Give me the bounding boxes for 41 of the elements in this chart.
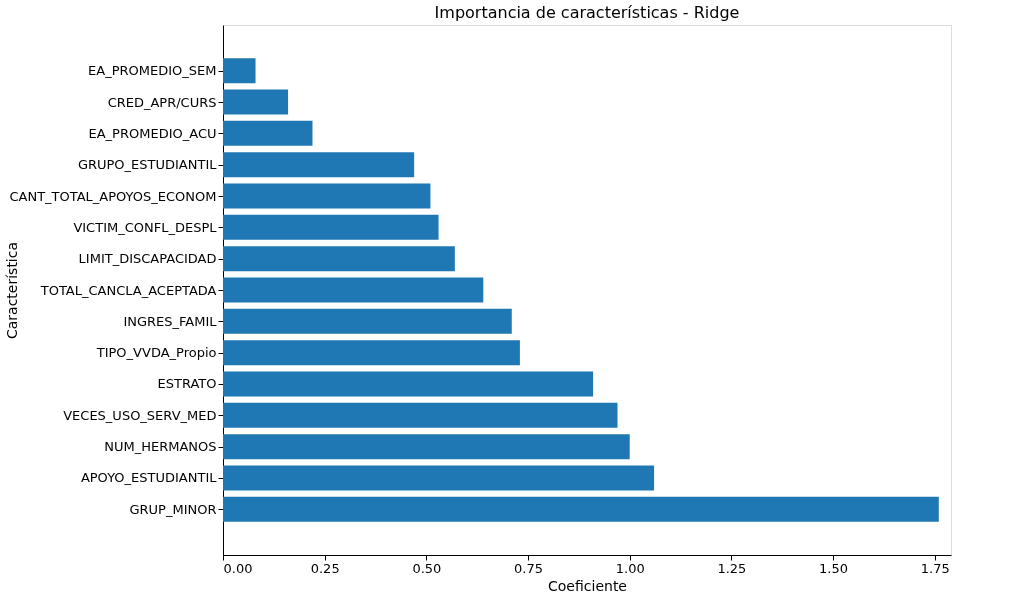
y-tick-label: NUM_HERMANOS — [104, 439, 217, 455]
x-tick-label: 1.75 — [920, 560, 950, 576]
bar — [223, 465, 655, 491]
bar — [223, 371, 594, 397]
bar — [223, 214, 439, 240]
bar — [223, 89, 289, 115]
bar — [223, 183, 431, 209]
x-tick-label: 0.00 — [223, 560, 253, 576]
bar — [223, 496, 939, 522]
bar — [223, 120, 313, 146]
y-tick-label: VECES_USO_SERV_MED — [63, 407, 217, 423]
y-tick-label: APOYO_ESTUDIANTIL — [80, 470, 218, 486]
y-tick-label: CRED_APR/CURS — [107, 94, 217, 110]
bar — [223, 58, 256, 84]
y-tick-label: TOTAL_CANCLA_ACEPTADA — [39, 282, 217, 298]
y-tick-label: EA_PROMEDIO_ACU — [88, 125, 217, 141]
y-tick-label: GRUPO_ESTUDIANTIL — [77, 157, 218, 173]
y-tick-label: LIMIT_DISCAPACIDAD — [78, 251, 217, 267]
x-tick-label: 0.25 — [310, 560, 340, 576]
bar — [223, 402, 618, 428]
y-tick-label: INGRES_FAMIL — [123, 313, 218, 329]
y-tick-label: EA_PROMEDIO_SEM — [88, 63, 217, 79]
y-axis-title: Característica — [3, 241, 20, 340]
x-axis-title: Coeficiente — [548, 577, 627, 594]
y-tick-label: TIPO_VVDA_Propio — [95, 345, 217, 361]
y-tick-label: VICTIM_CONFL_DESPL — [73, 219, 218, 235]
x-tick-label: 0.75 — [514, 560, 543, 576]
bar — [223, 277, 484, 303]
x-tick-label: 0.50 — [412, 560, 442, 576]
y-tick-label: GRUP_MINOR — [129, 501, 217, 517]
bar — [223, 308, 512, 334]
y-tick-label: ESTRATO — [157, 376, 217, 392]
x-tick-label: 1.00 — [615, 560, 645, 576]
x-tick-label: 1.25 — [717, 560, 747, 576]
bar — [223, 340, 520, 366]
y-tick-label: CANT_TOTAL_APOYOS_ECONOM — [9, 188, 217, 204]
x-tick-label: 1.50 — [819, 560, 849, 576]
bar — [223, 434, 630, 460]
chart-title: Importancia de características - Ridge — [434, 3, 740, 22]
bar — [223, 152, 415, 178]
bar — [223, 246, 455, 272]
